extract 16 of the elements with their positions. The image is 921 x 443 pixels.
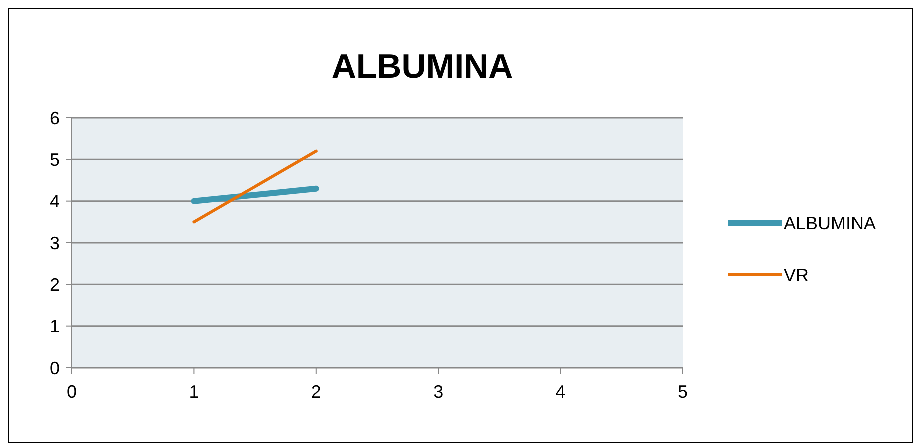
y-tick-label: 1: [50, 316, 60, 337]
y-tick-label: 0: [50, 358, 60, 378]
y-tick-label: 6: [50, 108, 60, 128]
x-tick-label: 3: [434, 382, 444, 402]
y-tick-label: 5: [50, 150, 60, 170]
x-tick-label: 5: [678, 382, 688, 402]
legend-label: VR: [784, 265, 810, 286]
x-tick-label: 4: [556, 382, 566, 402]
x-tick-label: 1: [189, 382, 200, 402]
x-tick-label: 0: [66, 382, 78, 402]
legend-label: ALBUMINA: [784, 213, 876, 234]
chart-title: ALBUMINA: [332, 48, 514, 86]
y-tick-label: 4: [50, 192, 60, 212]
y-tick-label: 3: [50, 233, 60, 254]
y-tick-label: 2: [50, 274, 60, 295]
x-tick-label: 2: [311, 382, 322, 402]
